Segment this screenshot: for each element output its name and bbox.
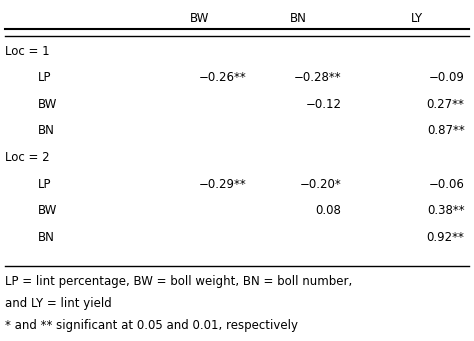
- Text: BN: BN: [38, 231, 55, 244]
- Text: 0.08: 0.08: [315, 204, 341, 217]
- Text: and LY = lint yield: and LY = lint yield: [5, 297, 111, 310]
- Text: BW: BW: [190, 12, 209, 25]
- Text: −0.28**: −0.28**: [294, 71, 341, 84]
- Text: −0.20*: −0.20*: [300, 178, 341, 191]
- Text: LP: LP: [38, 178, 51, 191]
- Text: Loc = 2: Loc = 2: [5, 151, 49, 164]
- Text: −0.12: −0.12: [305, 98, 341, 111]
- Text: BN: BN: [290, 12, 307, 25]
- Text: 0.92**: 0.92**: [427, 231, 465, 244]
- Text: LY: LY: [411, 12, 423, 25]
- Text: 0.87**: 0.87**: [427, 124, 465, 137]
- Text: Loc = 1: Loc = 1: [5, 45, 49, 58]
- Text: BW: BW: [38, 98, 57, 111]
- Text: −0.29**: −0.29**: [199, 178, 246, 191]
- Text: −0.26**: −0.26**: [199, 71, 246, 84]
- Text: BN: BN: [38, 124, 55, 137]
- Text: LP: LP: [38, 71, 51, 84]
- Text: 0.38**: 0.38**: [427, 204, 465, 217]
- Text: * and ** significant at 0.05 and 0.01, respectively: * and ** significant at 0.05 and 0.01, r…: [5, 319, 298, 332]
- Text: −0.09: −0.09: [428, 71, 465, 84]
- Text: LP = lint percentage, BW = boll weight, BN = boll number,: LP = lint percentage, BW = boll weight, …: [5, 275, 352, 288]
- Text: −0.06: −0.06: [428, 178, 465, 191]
- Text: 0.27**: 0.27**: [427, 98, 465, 111]
- Text: BW: BW: [38, 204, 57, 217]
